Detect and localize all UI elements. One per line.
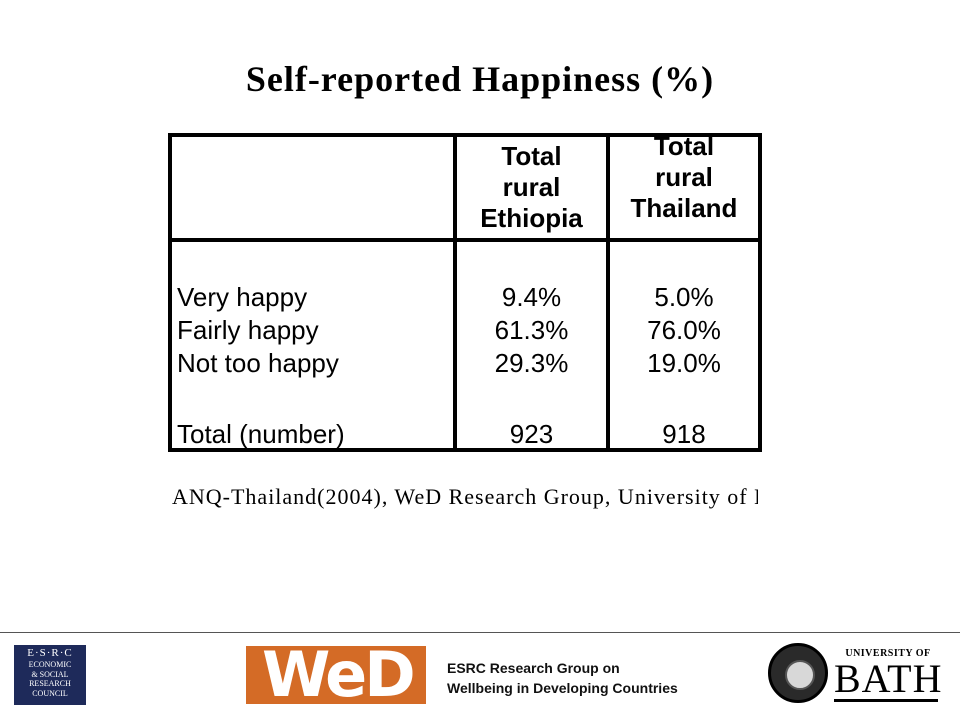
footer-divider xyxy=(0,632,960,633)
row-label-not-too-happy: Not too happy xyxy=(177,348,339,378)
cell-thailand-total: 918 xyxy=(662,419,706,449)
bath-logo-name: BATH xyxy=(834,656,943,701)
column-divider xyxy=(453,137,457,448)
research-group-text: ESRC Research Group on Wellbeing in Deve… xyxy=(447,660,678,696)
header-divider xyxy=(172,238,758,242)
happiness-table: Total rural Ethiopia Total rural Thailan… xyxy=(168,131,762,452)
cell-ethiopia-not-too-happy: 29.3% xyxy=(494,348,569,378)
esrc-logo: E·S·R·C ECONOMIC & SOCIAL RESEARCH COUNC… xyxy=(14,645,86,705)
row-label-total: Total (number) xyxy=(177,419,345,449)
cell-ethiopia-very-happy: 9.4% xyxy=(501,282,562,312)
cell-ethiopia-total: 923 xyxy=(509,419,554,449)
cell-thailand-not-too-happy: 19.0% xyxy=(647,348,721,378)
bath-seal-icon xyxy=(768,643,828,703)
bath-logo-underline xyxy=(834,699,938,702)
row-label-fairly-happy: Fairly happy xyxy=(177,315,319,345)
cell-thailand-fairly-happy: 76.0% xyxy=(647,315,721,345)
wed-logo: WeD xyxy=(246,646,426,704)
source-text: ANQ-Thailand(2004), WeD Research Group, … xyxy=(172,484,758,509)
column-header-ethiopia: Total rural Ethiopia xyxy=(480,141,583,233)
bath-logo-top: UNIVERSITY OF xyxy=(845,648,931,659)
column-header-thailand: Total rural Thailand xyxy=(630,131,738,223)
cell-ethiopia-fairly-happy: 61.3% xyxy=(494,315,569,345)
column-divider xyxy=(606,137,610,448)
source-note: ANQ-Thailand(2004), WeD Research Group, … xyxy=(172,484,758,518)
cell-thailand-very-happy: 5.0% xyxy=(654,282,714,312)
row-label-very-happy: Very happy xyxy=(177,282,308,312)
slide-title: Self-reported Happiness (%) xyxy=(245,59,715,99)
